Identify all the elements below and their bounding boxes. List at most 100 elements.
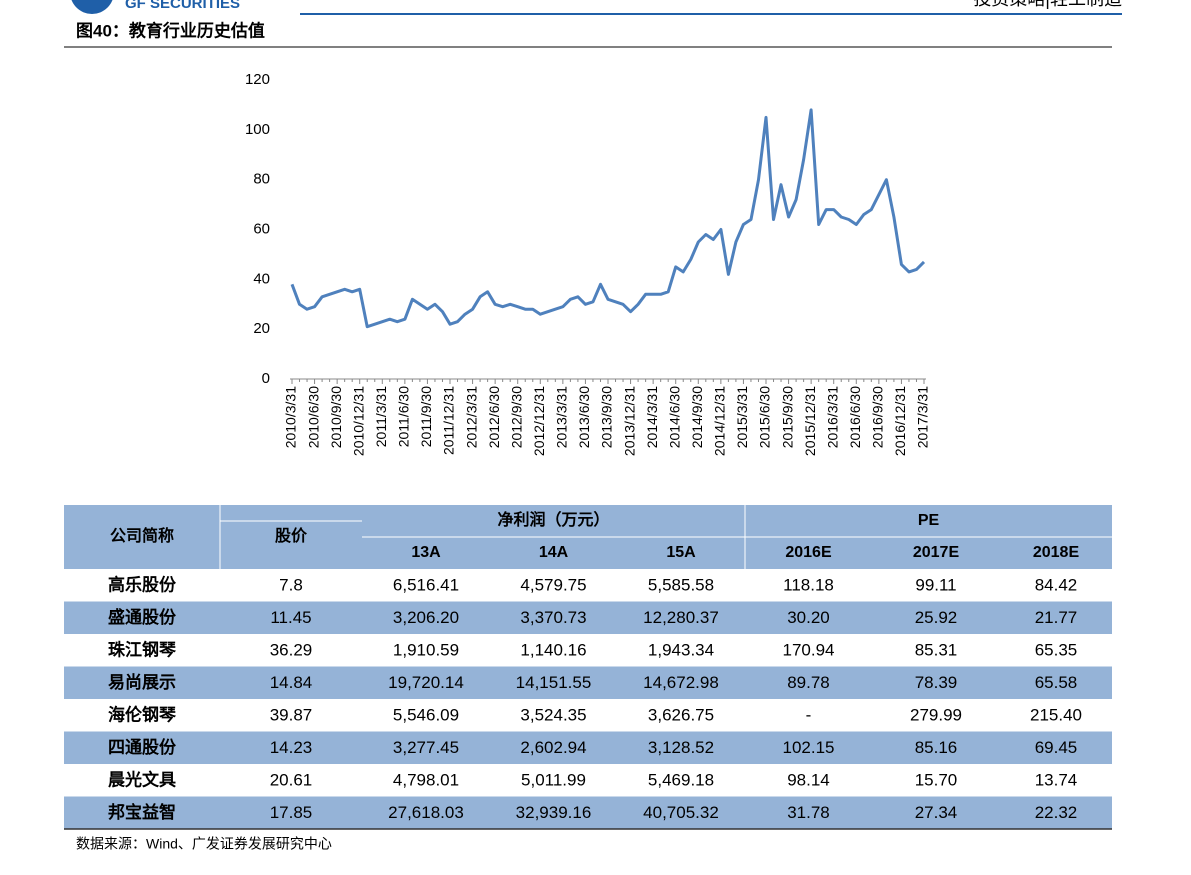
cell: 98.14 (787, 771, 830, 790)
cell: 102.15 (783, 738, 835, 757)
cell: 40,705.32 (643, 803, 719, 822)
row-bg (64, 666, 1112, 699)
cell: 3,206.20 (393, 608, 459, 627)
x-tick-label: 2015/12/31 (802, 386, 818, 456)
y-tick-label: 60 (253, 220, 270, 237)
cell: 85.31 (915, 641, 958, 660)
cell: 20.61 (270, 771, 313, 790)
x-tick-label: 2013/9/30 (599, 386, 615, 448)
cell: 17.85 (270, 803, 313, 822)
cell: 22.32 (1035, 803, 1078, 822)
cell: 14,151.55 (516, 673, 592, 692)
cell: 65.58 (1035, 673, 1078, 692)
x-tick-label: 2010/9/30 (328, 386, 344, 448)
x-tick-label: 2013/12/31 (621, 386, 637, 456)
column-header: 15A (666, 544, 696, 561)
cell: 3,128.52 (648, 738, 714, 757)
x-tick-label: 2012/3/31 (463, 386, 479, 448)
cell: 3,277.45 (393, 738, 459, 757)
cell: 4,579.75 (520, 576, 586, 595)
cell: 19,720.14 (388, 673, 464, 692)
x-tick-label: 2012/9/30 (508, 386, 524, 448)
x-tick-label: 2016/9/30 (870, 386, 886, 448)
x-tick-label: 2013/3/31 (554, 386, 570, 448)
cell: 279.99 (910, 706, 962, 725)
company-name: 珠江钢琴 (108, 640, 176, 660)
x-tick-label: 2014/6/30 (666, 386, 682, 448)
cell: 13.74 (1035, 771, 1078, 790)
cell: 3,370.73 (520, 608, 586, 627)
cell: 5,546.09 (393, 706, 459, 725)
cell: 12,280.37 (643, 608, 719, 627)
cell: 36.29 (270, 641, 313, 660)
cell: 84.42 (1035, 576, 1078, 595)
x-tick-label: 2012/6/30 (486, 386, 502, 448)
x-tick-label: 2011/6/30 (396, 386, 412, 447)
cell: 30.20 (787, 608, 830, 627)
cell: 3,626.75 (648, 706, 714, 725)
brand: GF SECURITIES (125, 0, 240, 12)
cell: 5,011.99 (521, 771, 586, 790)
cell: 99.11 (915, 576, 956, 595)
group-header: PE (918, 512, 940, 529)
cell: 15.70 (915, 771, 958, 790)
x-tick-label: 2010/3/31 (283, 386, 299, 448)
x-tick-label: 2014/9/30 (689, 386, 705, 448)
cell: 25.92 (915, 608, 958, 627)
cell: 27,618.03 (388, 803, 464, 822)
column-header: 13A (411, 544, 441, 561)
cell: 69.45 (1035, 738, 1078, 757)
y-tick-label: 120 (245, 71, 270, 88)
x-tick-label: 2013/6/30 (576, 386, 592, 448)
y-tick-label: 100 (245, 121, 270, 138)
source: 数据来源：Wind、广发证券发展研究中心 (76, 836, 332, 852)
company-name: 盛通股份 (108, 607, 177, 627)
y-tick-label: 20 (253, 320, 270, 337)
cell: 14.23 (270, 738, 313, 757)
cell: 14.84 (270, 673, 313, 692)
cell: 1,140.16 (520, 641, 586, 660)
cell: 6,516.41 (393, 576, 459, 595)
cell: 1,910.59 (393, 641, 459, 660)
section: 投资策略|轻工制造 (973, 0, 1122, 9)
x-tick-label: 2014/12/31 (712, 386, 728, 456)
cell: 27.34 (915, 803, 958, 822)
y-tick-label: 0 (262, 370, 270, 387)
row-bg (64, 796, 1112, 829)
x-tick-label: 2016/6/30 (847, 386, 863, 448)
group-header: 净利润（万元） (497, 510, 609, 529)
cell: 14,672.98 (643, 673, 719, 692)
cell: 39.87 (270, 706, 313, 725)
cell: 170.94 (783, 641, 835, 660)
cell: 89.78 (787, 673, 830, 692)
x-tick-label: 2012/12/31 (531, 386, 547, 456)
company-name: 高乐股份 (108, 575, 177, 595)
x-tick-label: 2015/3/31 (734, 386, 750, 448)
company-name: 四通股份 (108, 737, 177, 757)
x-tick-label: 2015/9/30 (779, 386, 795, 448)
cell: 215.40 (1030, 706, 1082, 725)
cell: 2,602.94 (520, 738, 586, 757)
line-series (290, 108, 926, 329)
cell: 5,469.18 (648, 771, 714, 790)
cell: 118.18 (783, 576, 834, 595)
cell: 5,585.58 (648, 576, 714, 595)
company-name: 易尚展示 (108, 672, 176, 692)
cell: 4,798.01 (393, 771, 459, 790)
row-bg (64, 601, 1112, 634)
x-tick-label: 2016/3/31 (824, 386, 840, 448)
cell: 85.16 (915, 738, 958, 757)
x-tick-label: 2011/12/31 (441, 386, 457, 455)
company-name: 海伦钢琴 (108, 705, 176, 725)
column-header: 2017E (913, 544, 960, 561)
x-tick-label: 2016/12/31 (892, 386, 908, 456)
cell: 32,939.16 (516, 803, 592, 822)
x-tick-label: 2011/3/31 (373, 386, 389, 447)
company-name: 邦宝益智 (108, 802, 176, 822)
x-tick-label: 2010/12/31 (350, 386, 366, 456)
cell: 7.8 (279, 576, 303, 595)
cell: 1,943.34 (648, 641, 714, 660)
logo-mark (71, 0, 113, 14)
company-name: 晨光文具 (108, 770, 176, 790)
